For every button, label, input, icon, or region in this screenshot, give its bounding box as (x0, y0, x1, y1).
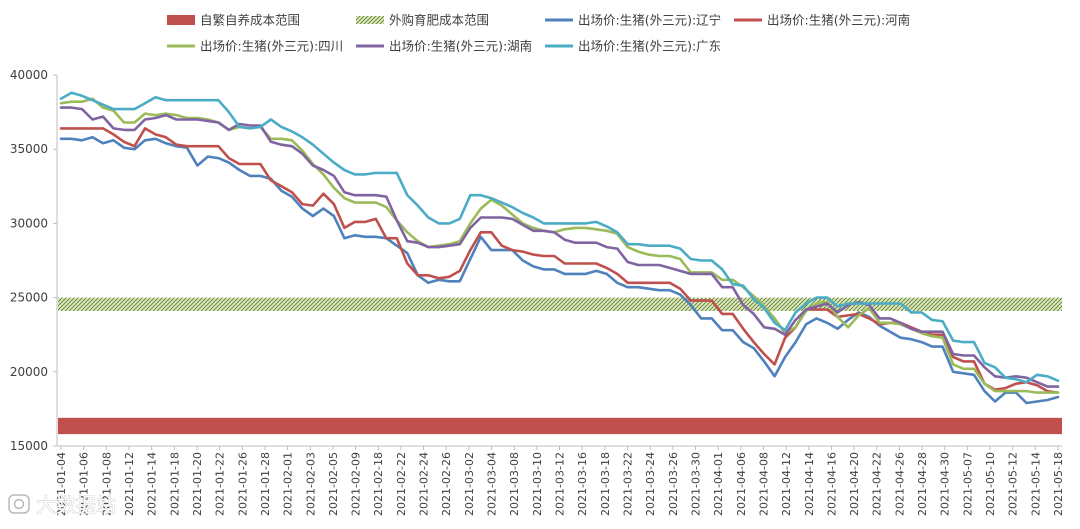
band-1 (58, 297, 1062, 311)
x-tick-label-15: 2021-02-22 (395, 452, 408, 516)
x-tick-label-20: 2021-03-08 (508, 452, 521, 516)
series-line-3 (59, 106, 1060, 388)
series-line-0 (59, 136, 1060, 405)
y-tick-label-1: 20000 (10, 365, 48, 379)
x-tick-label-1: 2021-01-06 (78, 452, 91, 516)
x-tick-label-19: 2021-03-04 (486, 452, 499, 516)
y-tick-label-2: 25000 (10, 291, 48, 305)
x-tick-label-43: 2021-05-14 (1029, 452, 1042, 516)
watermark: 大数据站 (8, 493, 116, 517)
x-tick-label-44: 2021-05-18 (1052, 452, 1065, 516)
x-tick-label-6: 2021-01-20 (191, 452, 204, 516)
x-tick-label-31: 2021-04-08 (757, 452, 770, 516)
x-tick-label-38: 2021-04-28 (916, 452, 929, 516)
watermark-text: 大数据站 (36, 493, 116, 517)
series-line-4 (59, 91, 1060, 384)
legend-label-0: 自繁自养成本范围 (200, 13, 300, 28)
legend-label-1: 外购育肥成本范围 (389, 13, 489, 28)
legend-swatch-0 (167, 15, 195, 25)
x-tick-label-14: 2021-02-18 (372, 452, 385, 516)
x-tick-label-9: 2021-01-28 (259, 452, 272, 516)
x-tick-label-40: 2021-05-07 (961, 452, 974, 516)
x-axis-ticks: 2021-01-04 2021-01-06 2021-01-08 2021-01-12… (55, 446, 1065, 516)
x-tick-label-4: 2021-01-14 (146, 452, 159, 516)
cost-range-bands (58, 297, 1062, 435)
x-tick-label-18: 2021-03-02 (463, 452, 476, 516)
x-tick-label-21: 2021-03-10 (531, 452, 544, 516)
legend-label-5: 出场价:生猪(外三元):湖南 (389, 39, 532, 54)
x-tick-label-2: 2021-01-08 (100, 452, 113, 516)
series-line-1 (59, 127, 1060, 394)
legend-label-3: 出场价:生猪(外三元):河南 (767, 13, 910, 28)
x-tick-label-0: 2021-01-04 (55, 452, 68, 516)
x-tick-label-29: 2021-04-01 (712, 452, 725, 516)
x-tick-label-17: 2021-02-26 (440, 452, 453, 516)
legend-swatch-1 (356, 16, 384, 24)
x-tick-label-8: 2021-01-26 (236, 452, 249, 516)
legend-label-2: 出场价:生猪(外三元):辽宁 (578, 13, 721, 28)
x-tick-label-32: 2021-04-12 (780, 452, 793, 516)
x-tick-label-24: 2021-03-18 (599, 452, 612, 516)
x-tick-label-42: 2021-05-12 (1007, 452, 1020, 516)
band-0 (58, 417, 1062, 435)
x-tick-label-37: 2021-04-26 (893, 452, 906, 516)
x-tick-label-36: 2021-04-22 (871, 452, 884, 516)
x-tick-label-23: 2021-03-16 (576, 452, 589, 516)
x-tick-label-27: 2021-03-26 (667, 452, 680, 516)
x-tick-label-28: 2021-03-30 (689, 452, 702, 516)
x-tick-label-10: 2021-02-01 (282, 452, 295, 516)
x-tick-label-34: 2021-04-16 (825, 452, 838, 516)
x-tick-label-16: 2021-02-24 (418, 452, 431, 516)
x-tick-label-41: 2021-05-10 (984, 452, 997, 516)
x-tick-label-13: 2021-02-09 (350, 452, 363, 516)
x-tick-label-11: 2021-02-03 (304, 452, 317, 516)
series-lines (59, 91, 1060, 405)
y-axis-ticks: 15000 20000 25000 30000 35000 40000 (10, 68, 57, 453)
x-tick-label-12: 2021-02-05 (327, 452, 340, 516)
x-tick-label-30: 2021-04-06 (735, 452, 748, 516)
y-tick-label-3: 30000 (10, 216, 48, 230)
x-tick-label-22: 2021-03-12 (554, 452, 567, 516)
camera-logo-icon (8, 494, 30, 514)
x-tick-label-33: 2021-04-14 (803, 452, 816, 516)
x-tick-label-7: 2021-01-22 (214, 452, 227, 516)
x-tick-label-5: 2021-01-18 (168, 452, 181, 516)
series-line-2 (59, 97, 1060, 394)
legend-label-6: 出场价:生猪(外三元):广东 (578, 39, 721, 54)
y-tick-label-0: 15000 (10, 439, 48, 453)
x-tick-label-26: 2021-03-24 (644, 452, 657, 516)
legend: 自繁自养成本范围 外购育肥成本范围 出场价:生猪(外三元):辽宁 出场价:生猪(外三元… (167, 13, 910, 54)
x-tick-label-35: 2021-04-20 (848, 452, 861, 516)
y-tick-label-4: 35000 (10, 142, 48, 156)
y-tick-label-5: 40000 (10, 68, 48, 82)
x-tick-label-3: 2021-01-12 (123, 452, 136, 516)
legend-label-4: 出场价:生猪(外三元):四川 (200, 39, 343, 54)
x-tick-label-39: 2021-04-30 (939, 452, 952, 516)
x-tick-label-25: 2021-03-22 (621, 452, 634, 516)
